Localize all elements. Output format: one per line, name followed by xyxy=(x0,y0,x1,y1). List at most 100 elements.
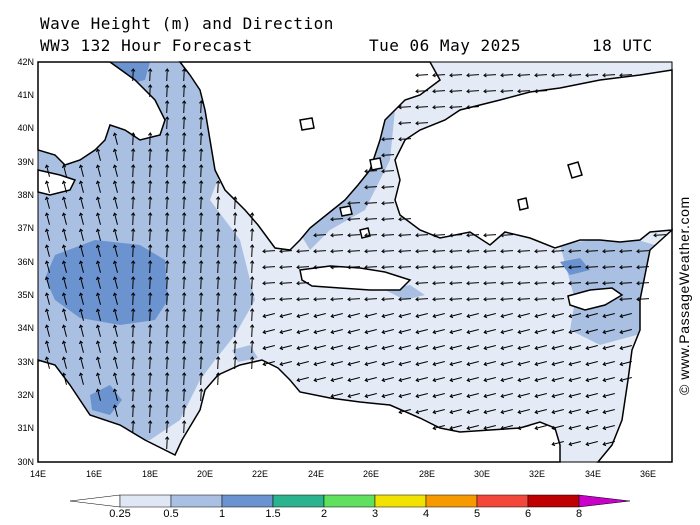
wave-arrow xyxy=(149,148,151,162)
wave-arrow-head xyxy=(313,233,317,238)
wave-arrow-head xyxy=(296,281,300,286)
wave-arrow xyxy=(551,250,565,252)
wave-arrow-head xyxy=(131,68,136,72)
wave-arrow xyxy=(166,244,168,258)
wave-arrow xyxy=(382,377,394,381)
wave-arrow-head xyxy=(112,308,118,313)
wave-arrow xyxy=(364,170,378,172)
wave-arrow xyxy=(552,409,564,413)
wave-arrow-head xyxy=(216,244,221,248)
cyprus-landmass xyxy=(567,287,624,311)
wave-arrow xyxy=(586,393,598,397)
lat-label: 31N xyxy=(17,423,34,433)
wave-arrow xyxy=(364,202,378,204)
wave-arrow xyxy=(348,377,360,381)
wave-arrow-head xyxy=(415,329,420,335)
wave-arrow-head xyxy=(415,233,419,238)
wave-arrow-head xyxy=(347,393,352,399)
wave-arrow-head xyxy=(466,313,471,319)
wave-arrow-head xyxy=(619,329,624,335)
wave-arrow-head xyxy=(636,281,640,286)
wave-arrow-head xyxy=(165,276,170,280)
wave-arrow xyxy=(416,377,428,381)
wave-arrow-head xyxy=(585,425,590,431)
wave-arrow-head xyxy=(415,265,419,270)
wave-arrow-head xyxy=(568,393,573,399)
wave-arrow xyxy=(114,197,118,209)
lon-label: 26E xyxy=(363,469,379,479)
wave-arrow-head xyxy=(199,324,204,328)
wave-arrow xyxy=(620,345,632,349)
wave-arrow xyxy=(149,356,151,370)
wave-arrow xyxy=(500,282,514,284)
wave-arrow xyxy=(398,122,412,124)
wave-arrow xyxy=(200,180,202,194)
wave-arrow xyxy=(484,345,496,349)
wave-arrow xyxy=(97,149,101,161)
wave-arrow xyxy=(382,313,394,317)
wave-arrow xyxy=(585,266,599,268)
wave-arrow-head xyxy=(112,244,118,249)
land-masses xyxy=(37,61,673,463)
wave-arrow xyxy=(46,245,50,257)
wave-arrow-head xyxy=(432,249,436,254)
wave-arrow-head xyxy=(500,329,505,335)
italy-landmass xyxy=(37,61,166,166)
wave-arrow-head xyxy=(364,377,369,383)
wave-arrow xyxy=(183,100,185,114)
wave-arrow xyxy=(535,377,547,381)
wave-arrow xyxy=(217,180,219,194)
wave-arrow-head xyxy=(78,212,84,217)
wave-arrow-head xyxy=(182,308,187,312)
wave-arrow xyxy=(381,266,395,268)
wave-arrow xyxy=(500,298,514,300)
wave-arrow xyxy=(114,245,118,257)
forecast-model: WW3 132 Hour Forecast xyxy=(40,36,253,55)
wave-arrow-head xyxy=(449,313,454,319)
wave-arrow xyxy=(132,180,134,194)
wave-height-legend xyxy=(69,494,631,508)
wave-arrow xyxy=(234,292,236,306)
wave-arrow xyxy=(500,74,514,76)
wave-arrow xyxy=(183,260,185,274)
wave-arrow-head xyxy=(568,249,572,254)
wave-arrow xyxy=(552,329,564,333)
wave-arrow xyxy=(251,212,253,226)
wave-arrow xyxy=(166,132,168,146)
lat-label: 34N xyxy=(17,323,34,333)
wave-arrow xyxy=(183,276,185,290)
wave-arrow xyxy=(183,388,185,402)
wave-arrow-head xyxy=(398,105,402,110)
wave-arrow xyxy=(46,357,50,369)
wave-arrow-head xyxy=(449,281,453,286)
wave-arrow-head xyxy=(148,196,153,200)
wave-arrow-head xyxy=(296,377,301,383)
wave-arrow xyxy=(97,245,101,257)
wave-arrow xyxy=(166,196,168,210)
wave-arrow xyxy=(364,266,378,268)
wave-arrow xyxy=(518,409,530,413)
wave-arrow-head xyxy=(466,73,470,78)
wave-arrow xyxy=(217,324,219,338)
wave-arrow xyxy=(585,74,599,76)
wave-arrow xyxy=(183,324,185,338)
wave-arrow xyxy=(80,181,84,193)
wave-arrow-head xyxy=(534,313,539,319)
wave-arrow xyxy=(149,420,151,434)
north-africa-landmass xyxy=(37,358,561,463)
wave-arrow-head xyxy=(636,249,640,254)
legend-label: 5 xyxy=(473,508,481,520)
wave-arrow-head xyxy=(449,105,453,110)
wave-arrow-head xyxy=(619,249,623,254)
wave-arrow xyxy=(483,282,497,284)
wave-arrow xyxy=(603,425,615,429)
wave-arrow xyxy=(619,266,633,268)
legend-swatch xyxy=(476,494,529,508)
wave-arrow-head xyxy=(432,393,437,399)
wave-arrow xyxy=(552,345,564,349)
wave-arrow-head xyxy=(182,292,187,296)
wave-arrow xyxy=(535,393,547,397)
wave-arrow xyxy=(114,341,118,353)
wave-arrow xyxy=(552,425,564,429)
wave-arrow-head xyxy=(568,361,573,367)
